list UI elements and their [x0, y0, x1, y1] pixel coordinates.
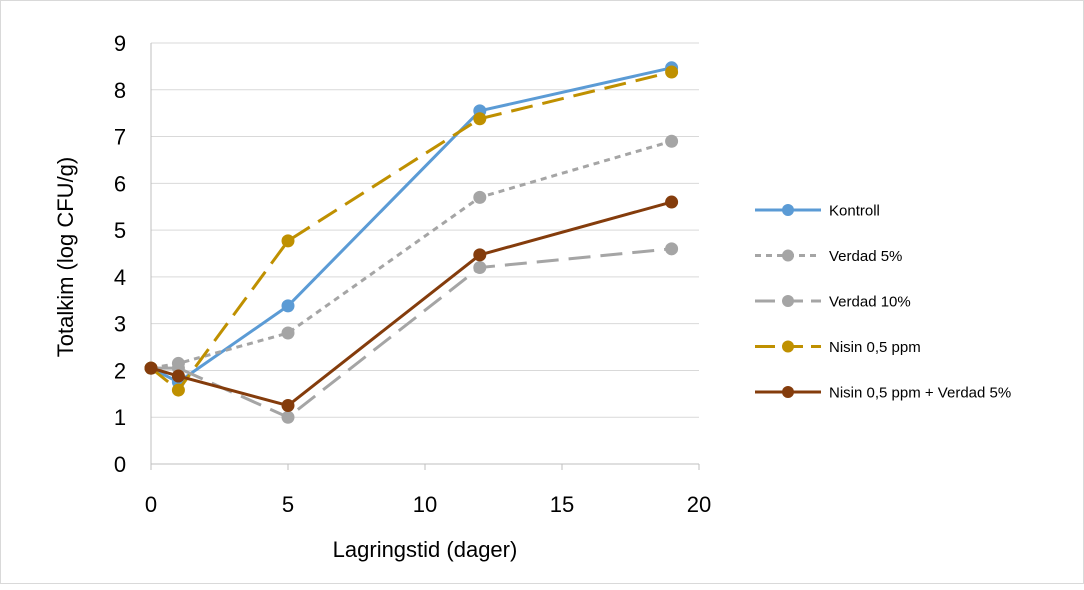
data-point: [665, 134, 679, 148]
data-point: [171, 369, 185, 383]
series-2: [144, 134, 679, 375]
data-point: [473, 190, 487, 204]
y-axis-title: Totalkim (log CFU/g): [53, 157, 78, 357]
series-1: [144, 61, 679, 389]
legend-label: Nisin 0,5 ppm + Verdad 5%: [829, 385, 1011, 402]
x-tick-label-15: 15: [550, 492, 574, 517]
y-tick-label-7: 7: [114, 125, 126, 150]
data-point: [281, 299, 295, 313]
legend-marker: [782, 249, 794, 262]
series-line: [151, 247, 672, 419]
y-tick-label-8: 8: [114, 78, 126, 103]
data-point: [665, 195, 679, 209]
legend-item-5: Nisin 0,5 ppm + Verdad 5%: [755, 385, 1011, 402]
x-tick-label-5: 5: [282, 492, 294, 517]
data-point: [171, 383, 185, 397]
y-tick-label-0: 0: [114, 452, 126, 477]
legend-label: Verdad 10%: [829, 294, 911, 311]
legend-item-2: Verdad 5%: [755, 248, 902, 265]
y-tick-label-3: 3: [114, 312, 126, 337]
data-point: [473, 248, 487, 262]
axes: [150, 43, 700, 470]
series-line: [150, 200, 672, 408]
legend-marker: [782, 386, 794, 398]
x-tick-label-0: 0: [145, 492, 157, 517]
legend-label: Nisin 0,5 ppm: [829, 339, 921, 356]
x-tick-labels: 0 5 10 15 20: [145, 492, 711, 517]
legend: Kontroll Verdad 5% Verdad 10% Nisin 0,5 ppm…: [755, 203, 1011, 402]
gridlines: [151, 42, 699, 418]
y-tick-label-1: 1: [114, 405, 126, 430]
data-point: [144, 361, 158, 375]
x-tick-label-10: 10: [413, 492, 437, 517]
legend-label: Verdad 5%: [829, 248, 902, 265]
x-axis-title: Lagringstid (dager): [333, 537, 518, 562]
y-tick-label-2: 2: [114, 358, 126, 383]
data-point: [473, 112, 487, 126]
legend-marker: [782, 295, 794, 307]
data-point: [281, 399, 295, 413]
series-line: [150, 139, 673, 370]
series-lines: [144, 61, 679, 424]
x-tick-label-20: 20: [687, 492, 711, 517]
series-5: [144, 195, 679, 413]
series-4: [144, 65, 679, 397]
legend-item-4: Nisin 0,5 ppm: [755, 339, 921, 356]
data-point: [665, 242, 679, 256]
legend-marker: [782, 204, 794, 216]
legend-item-3: Verdad 10%: [755, 294, 911, 311]
y-tick-label-6: 6: [114, 171, 126, 196]
data-point: [473, 261, 487, 275]
data-point: [281, 326, 295, 340]
series-line: [150, 70, 672, 392]
legend-marker: [782, 340, 794, 353]
data-point: [281, 234, 295, 248]
data-point: [281, 410, 295, 424]
legend-label: Kontroll: [829, 203, 880, 220]
y-tick-labels: 0 1 2 3 4 5 6 7 8 9: [114, 31, 126, 477]
series-3: [144, 242, 679, 424]
y-tick-label-5: 5: [114, 218, 126, 243]
data-point: [665, 65, 679, 79]
y-tick-label-4: 4: [114, 265, 126, 290]
legend-item-1: Kontroll: [755, 203, 880, 220]
y-tick-label-9: 9: [114, 31, 126, 56]
